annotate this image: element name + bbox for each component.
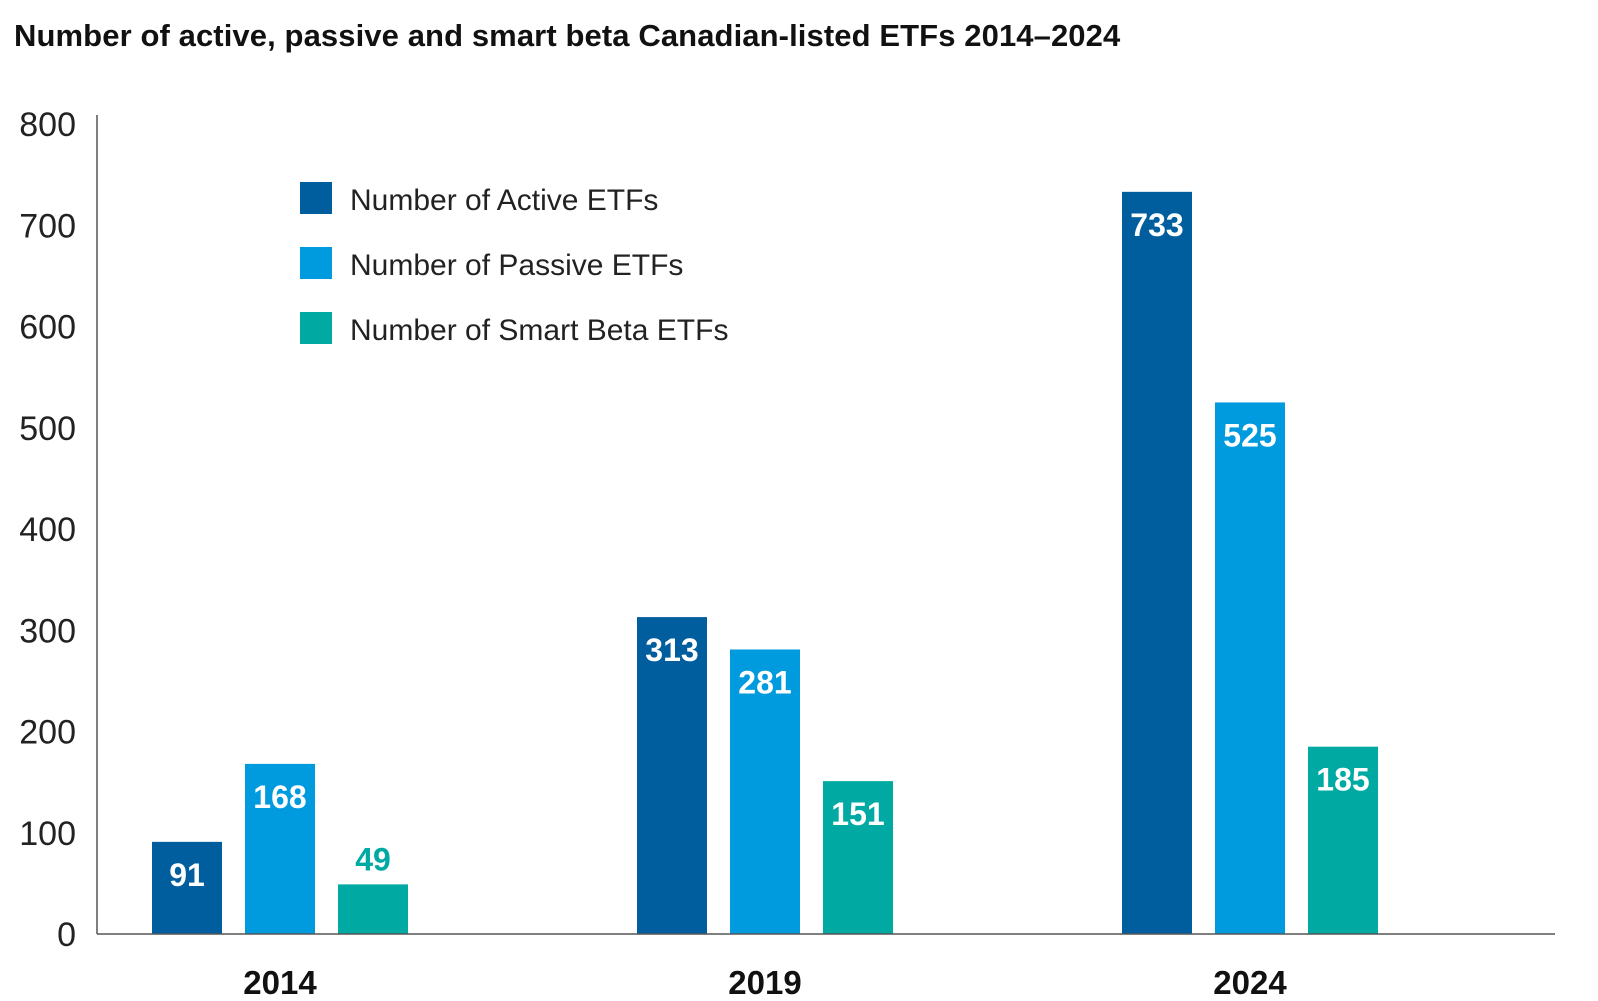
bar	[823, 781, 893, 934]
data-label: 525	[1223, 417, 1276, 453]
legend-swatch	[300, 312, 332, 344]
data-label: 49	[355, 841, 391, 877]
x-tick-label: 2014	[243, 964, 317, 1001]
legend-label: Number of Active ETFs	[350, 184, 658, 217]
legend-label: Number of Smart Beta ETFs	[350, 314, 728, 347]
bar	[730, 649, 800, 934]
bar	[245, 763, 315, 934]
y-tick-label: 300	[19, 612, 76, 650]
bars	[152, 191, 1378, 934]
y-tick-label: 200	[19, 714, 76, 752]
y-axis-ticks: 0 100 200 300 400 500 600 700 800	[19, 106, 76, 954]
value-labels: 91 313 733 168 281 525 49 151 185	[169, 207, 1369, 893]
data-label: 168	[253, 779, 306, 815]
y-tick-label: 100	[19, 815, 76, 853]
y-tick-label: 700	[19, 207, 76, 245]
legend-swatch	[300, 182, 332, 214]
bar	[637, 617, 707, 934]
y-tick-label: 500	[19, 410, 76, 448]
chart-title: Number of active, passive and smart beta…	[14, 18, 1121, 53]
bar	[1308, 746, 1378, 934]
data-label: 281	[738, 664, 791, 700]
y-tick-label: 800	[19, 106, 76, 144]
data-label: 151	[831, 796, 884, 832]
data-label: 91	[169, 857, 205, 893]
data-label: 733	[1130, 207, 1183, 243]
legend-label: Number of Passive ETFs	[350, 249, 683, 282]
y-tick-label: 600	[19, 309, 76, 347]
data-label: 313	[645, 632, 698, 668]
legend: Number of Active ETFs Number of Passive E…	[300, 182, 728, 347]
x-tick-label: 2024	[1213, 964, 1287, 1001]
bar	[152, 841, 222, 934]
y-tick-label: 400	[19, 511, 76, 549]
legend-swatch	[300, 247, 332, 279]
x-axis-ticks: 2014 2019 2024	[243, 964, 1287, 1001]
x-tick-label: 2019	[728, 964, 801, 1001]
data-label: 185	[1316, 762, 1369, 798]
y-tick-label: 0	[57, 916, 76, 954]
bar	[1215, 402, 1285, 934]
bar	[1122, 191, 1192, 934]
bar	[338, 884, 408, 934]
